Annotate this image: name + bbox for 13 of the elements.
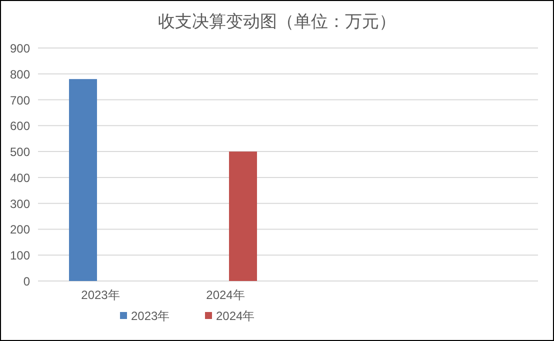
legend-label: 2024年 [216, 309, 255, 323]
y-tick-label: 800 [10, 67, 30, 82]
y-tick-label: 400 [10, 170, 30, 185]
y-tick-label: 100 [10, 248, 30, 263]
y-tick-label: 200 [10, 222, 30, 237]
legend-label: 2023年 [131, 309, 170, 323]
y-tick-label: 300 [10, 196, 30, 211]
y-tick-label: 700 [10, 93, 30, 108]
y-tick-label: 0 [23, 274, 30, 288]
y-tick-label: 500 [10, 145, 30, 160]
y-tick-label: 900 [10, 42, 30, 56]
chart-title: 收支决算变动图（单位：万元） [158, 12, 396, 31]
y-tick-label: 600 [10, 119, 30, 134]
